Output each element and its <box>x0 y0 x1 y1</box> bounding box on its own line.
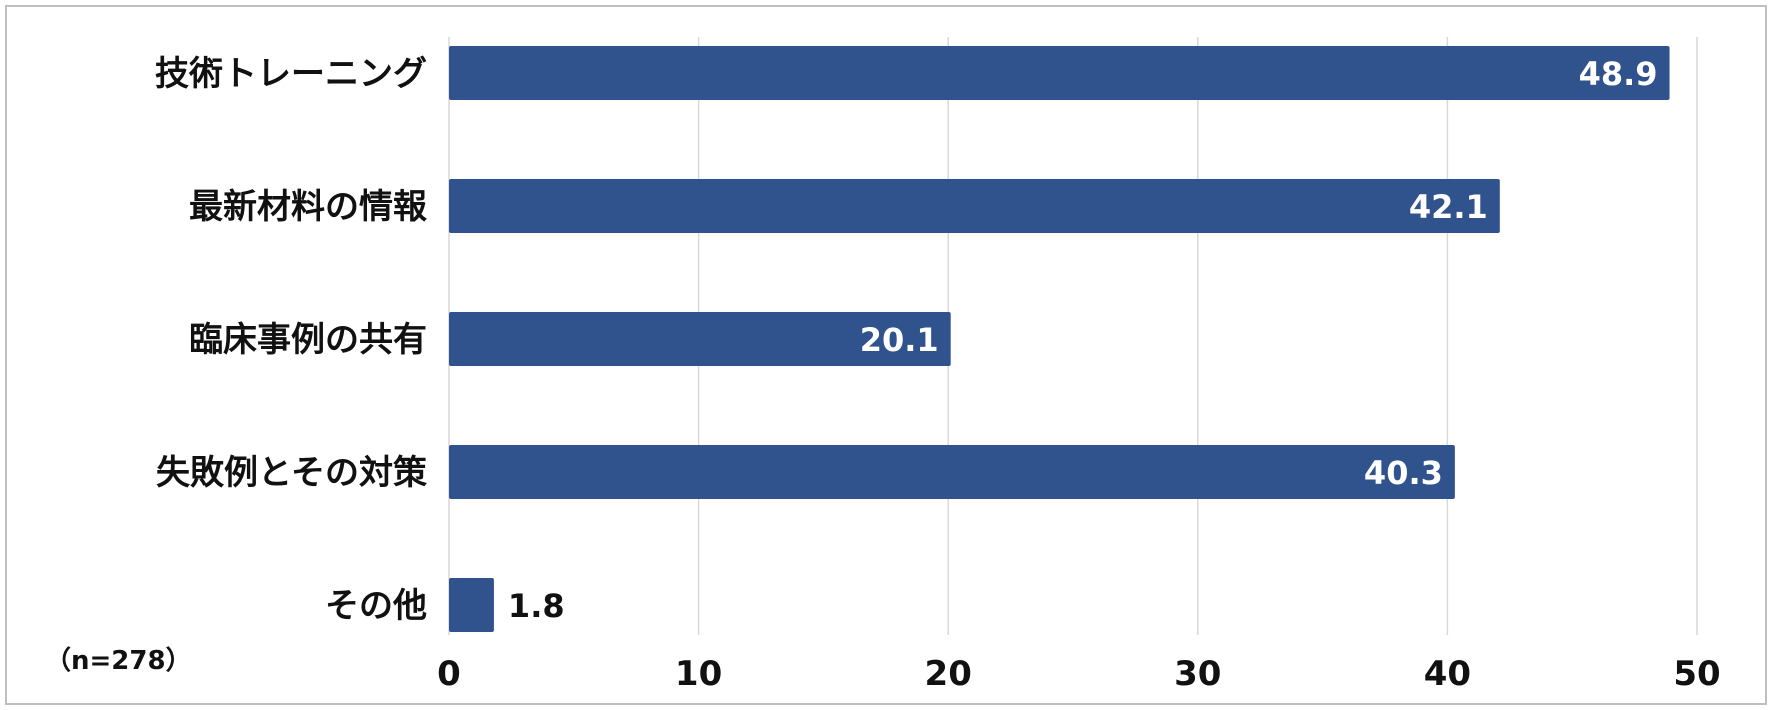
category-label-1: 最新材料の情報 <box>189 187 427 227</box>
sample-size-note: （n=278） <box>45 646 192 676</box>
category-label-0: 技術トレーニング <box>155 54 427 94</box>
bars: 48.9 42.1 20.1 40.3 1.8 <box>449 46 1670 632</box>
value-label-4: 1.8 <box>508 587 565 625</box>
x-tick-label-5: 50 <box>1673 654 1720 694</box>
x-axis-ticks: 0 10 20 30 40 50 <box>437 654 1721 694</box>
chart-frame: 48.9 42.1 20.1 40.3 1.8 技術トレーニング最新材料の情報 臨床事例の… <box>5 5 1767 705</box>
category-label-2: 臨床事例の共有 <box>189 320 427 360</box>
value-label-1: 42.1 <box>1409 188 1488 226</box>
bar-4 <box>449 578 494 632</box>
x-tick-label-2: 20 <box>925 654 972 694</box>
bar-1 <box>449 179 1500 233</box>
value-label-0: 48.9 <box>1579 55 1658 93</box>
bar-0 <box>449 46 1670 100</box>
category-label-3: 失敗例とその対策 <box>156 453 427 493</box>
bar-3 <box>449 445 1455 499</box>
x-tick-label-3: 30 <box>1174 654 1221 694</box>
bar-2 <box>449 312 951 366</box>
x-tick-label-4: 40 <box>1424 654 1471 694</box>
category-label-4: その他 <box>325 586 427 626</box>
x-tick-label-0: 0 <box>437 654 461 694</box>
value-label-2: 20.1 <box>860 321 939 359</box>
value-label-3: 40.3 <box>1364 454 1443 492</box>
x-tick-label-1: 10 <box>675 654 722 694</box>
bar-chart: 48.9 42.1 20.1 40.3 1.8 技術トレーニング最新材料の情報臨床事例の… <box>45 37 1721 694</box>
